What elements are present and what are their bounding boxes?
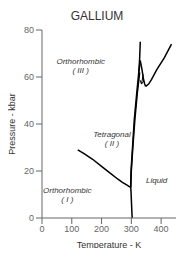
- svg-text:Liquid: Liquid: [146, 176, 168, 185]
- svg-text:Tetragonal( II ): Tetragonal( II ): [93, 129, 131, 147]
- svg-text:Orthorhombic( I ): Orthorhombic( I ): [43, 186, 91, 204]
- svg-text:300: 300: [124, 224, 139, 234]
- svg-text:80: 80: [24, 25, 34, 35]
- svg-text:200: 200: [94, 224, 109, 234]
- html-text:GALLIUM: GALLIUM: [70, 9, 124, 23]
- svg-text:0: 0: [29, 213, 34, 223]
- svg-text:0: 0: [39, 224, 44, 234]
- svg-text:Temperature - K: Temperature - K: [77, 240, 142, 248]
- svg-text:60: 60: [24, 72, 34, 82]
- svg-text:Orthorhombic( III ): Orthorhombic( III ): [56, 56, 104, 74]
- svg-text:400: 400: [154, 224, 169, 234]
- svg-text:Pressure - kbar: Pressure - kbar: [8, 93, 17, 155]
- svg-text:100: 100: [64, 224, 79, 234]
- svg-text:20: 20: [24, 166, 34, 176]
- svg-text:40: 40: [24, 119, 34, 129]
